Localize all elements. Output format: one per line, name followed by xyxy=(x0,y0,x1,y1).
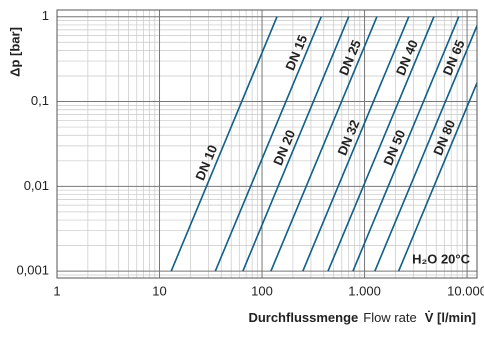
x-axis-label-part: Durchflussmenge xyxy=(248,310,358,325)
x-tick-label: 100 xyxy=(251,283,273,298)
y-tick-label: 1 xyxy=(42,8,49,23)
series-line xyxy=(352,16,460,272)
y-axis-label: Δp [bar] xyxy=(7,27,22,77)
x-axis-label-part: Flow rate xyxy=(363,310,416,325)
series-line xyxy=(397,80,477,272)
y-tick-label: 0,01 xyxy=(24,178,49,193)
series-line xyxy=(170,16,278,272)
x-tick-label: 10.000 xyxy=(447,283,484,298)
grid xyxy=(56,10,477,278)
x-tick-label: 1 xyxy=(53,283,60,298)
plot-lines xyxy=(170,16,477,272)
x-tick-label: 10 xyxy=(152,283,166,298)
y-tick-label: 0,001 xyxy=(16,263,49,278)
x-axis-label: Durchflussmenge Flow rate V̇ [l/min] xyxy=(248,310,476,325)
series-line xyxy=(302,16,410,272)
series-line xyxy=(270,16,378,272)
series-line xyxy=(374,23,477,272)
series-line xyxy=(214,16,322,272)
y-tick-label: 0,1 xyxy=(31,93,49,108)
x-tick-label: 1.000 xyxy=(348,283,381,298)
series-line xyxy=(242,16,350,272)
plot-frame xyxy=(56,9,478,279)
annotation: H₂O 20°C xyxy=(412,251,471,266)
series-line xyxy=(327,16,435,272)
x-axis-label-part: V̇ [l/min] xyxy=(425,310,476,325)
